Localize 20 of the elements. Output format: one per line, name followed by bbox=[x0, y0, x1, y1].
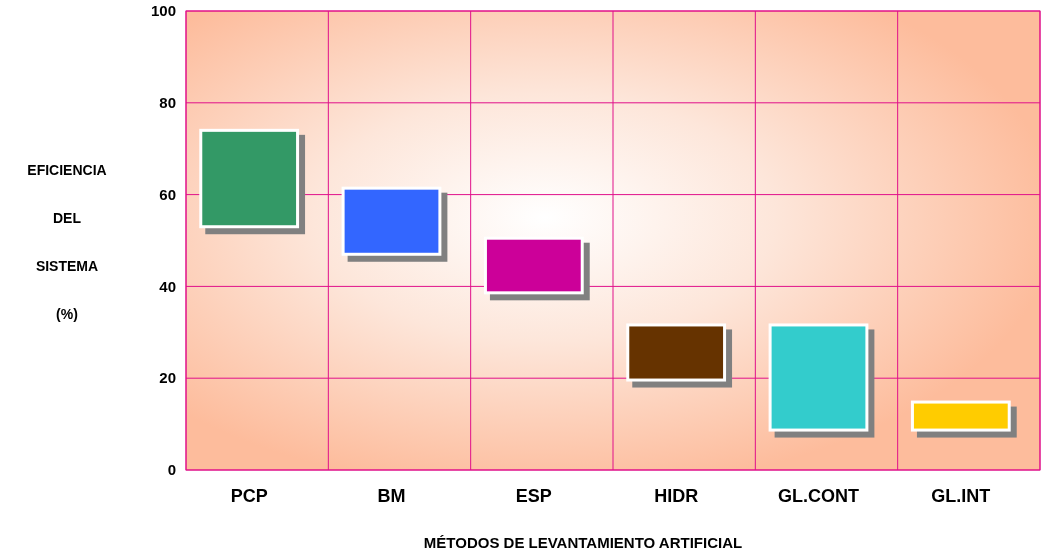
bar bbox=[483, 236, 584, 295]
bar bbox=[199, 128, 300, 229]
bar bbox=[341, 186, 442, 256]
y-tick-label: 20 bbox=[159, 369, 176, 387]
y-tick-label: 80 bbox=[159, 94, 176, 112]
bar bbox=[626, 323, 727, 382]
bar bbox=[910, 400, 1011, 432]
x-tick-label: PCP bbox=[230, 486, 268, 506]
y-tick-label: 60 bbox=[159, 185, 176, 203]
y-tick-label: 100 bbox=[150, 2, 176, 20]
text: EFICIENCIA DEL SISTEMA (%) bbox=[27, 162, 107, 322]
x-tick-label: GL.INT bbox=[931, 486, 991, 506]
x-tick-label: HIDR bbox=[654, 486, 699, 506]
x-tick-label: ESP bbox=[515, 486, 552, 506]
bar bbox=[768, 323, 869, 432]
x-tick-label: BM bbox=[377, 486, 406, 506]
y-tick-label: 0 bbox=[167, 461, 176, 479]
y-tick-label: 40 bbox=[159, 277, 176, 295]
x-tick-label: GL.CONT bbox=[778, 486, 859, 506]
x-axis-title: MÉTODOS DE LEVANTAMIENTO ARTIFICIAL bbox=[423, 534, 743, 551]
